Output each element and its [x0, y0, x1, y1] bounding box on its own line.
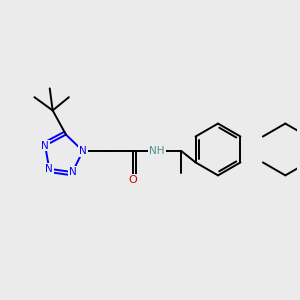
- Text: N: N: [79, 146, 87, 156]
- Text: N: N: [69, 167, 76, 177]
- Text: NH: NH: [149, 146, 165, 156]
- Text: N: N: [45, 164, 53, 174]
- Text: O: O: [128, 176, 137, 185]
- Text: N: N: [41, 141, 49, 151]
